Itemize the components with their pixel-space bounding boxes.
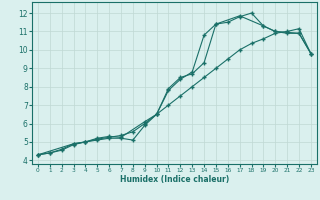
X-axis label: Humidex (Indice chaleur): Humidex (Indice chaleur) bbox=[120, 175, 229, 184]
